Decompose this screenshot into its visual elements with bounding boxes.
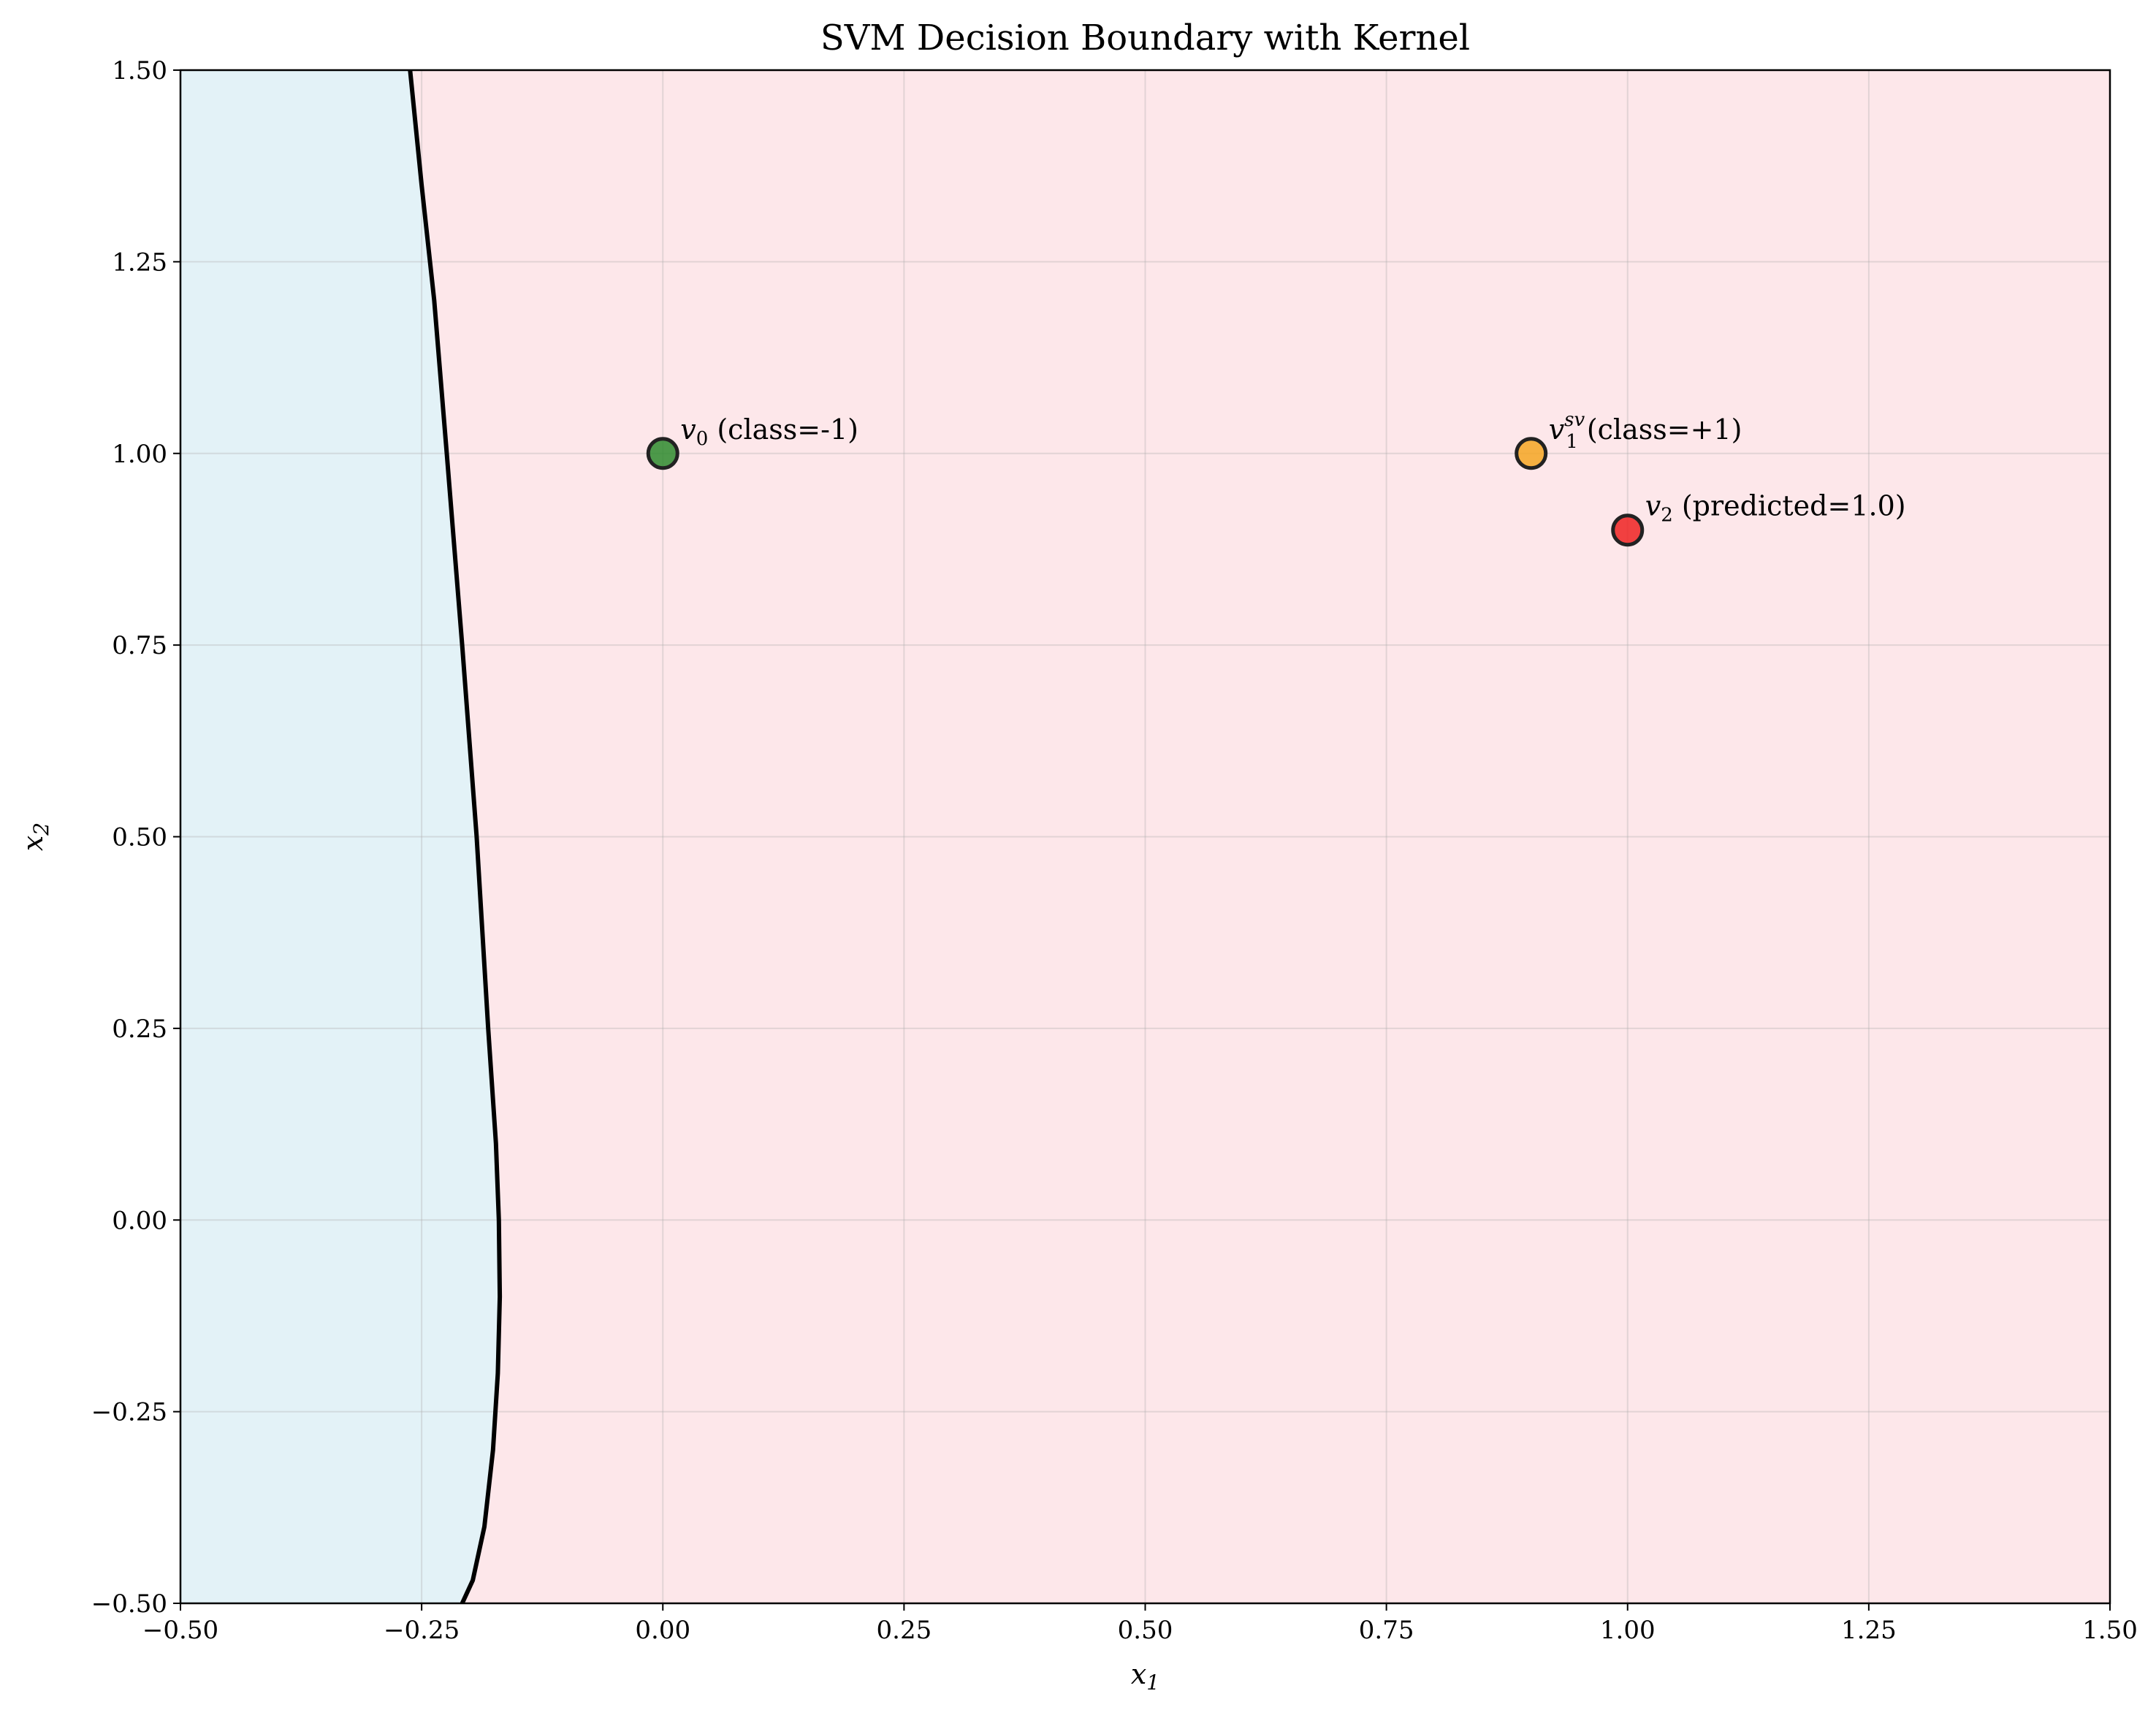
y-tick-label: 1.00 xyxy=(112,440,167,469)
y-tick-label: −0.25 xyxy=(91,1398,167,1427)
x-tick-label: 0.00 xyxy=(635,1616,690,1645)
x-tick-label: 1.50 xyxy=(2082,1616,2138,1645)
x-tick-label: 0.50 xyxy=(1118,1616,1173,1645)
y-axis-label: x2 xyxy=(17,822,53,851)
x-tick-label: 0.75 xyxy=(1359,1616,1414,1645)
y-tick-label: 1.50 xyxy=(112,56,167,85)
x-tick-label: 1.25 xyxy=(1841,1616,1897,1645)
y-tick-label: 0.25 xyxy=(112,1015,167,1044)
x-tick-label: −0.50 xyxy=(142,1616,218,1645)
negative-region xyxy=(180,70,500,1603)
y-tick-label: 0.75 xyxy=(112,631,167,660)
y-tick-label: −0.50 xyxy=(91,1589,167,1619)
point-annotation-2: v2 (predicted=1.0) xyxy=(1645,490,1906,527)
chart-title: SVM Decision Boundary with Kernel xyxy=(820,18,1470,58)
positive-region xyxy=(180,70,2110,1603)
y-tick-label: 0.00 xyxy=(112,1206,167,1235)
point-annotation-0: v0 (class=-1) xyxy=(680,413,858,450)
x-tick-label: 1.00 xyxy=(1600,1616,1656,1645)
point-annotation-1: vsv 1 (class=+1) xyxy=(1549,409,1742,453)
x-axis-label: x1 xyxy=(1131,1658,1159,1695)
y-tick-label: 1.25 xyxy=(112,248,167,277)
data-point-1 xyxy=(1515,437,1548,470)
y-tick-label: 0.50 xyxy=(112,823,167,852)
x-tick-label: −0.25 xyxy=(384,1616,460,1645)
decision-boundary xyxy=(408,70,503,1603)
x-tick-label: 0.25 xyxy=(877,1616,932,1645)
data-point-2 xyxy=(1611,514,1645,547)
data-point-0 xyxy=(646,437,679,470)
